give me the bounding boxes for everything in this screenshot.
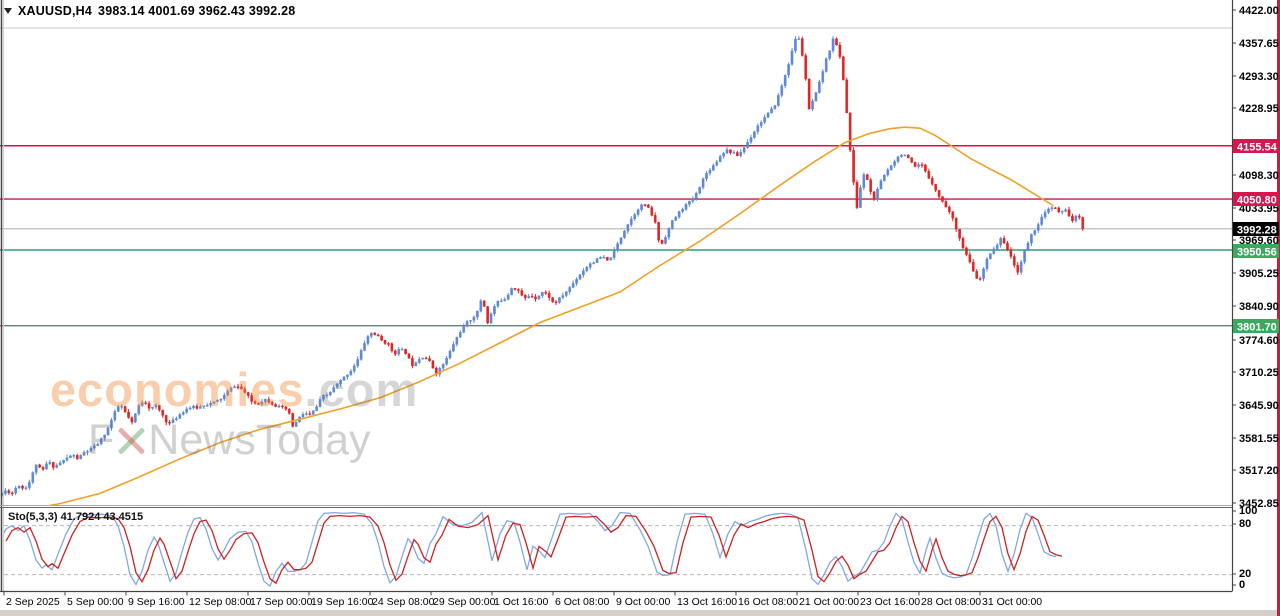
price-line-badge	[1233, 192, 1279, 206]
window-bottom-strip	[0, 610, 1277, 616]
time-axis: 2 Sep 2025 5 Sep 00:00 9 Sep 16:00 12 Sep 0…	[3, 591, 1042, 608]
price-line-badge	[1233, 139, 1279, 153]
price-tick-label: 4228.95	[1239, 103, 1279, 115]
time-tick-label: 24 Sep 08:00	[372, 596, 435, 608]
chart-symbol-timeframe: XAUUSD,H4	[18, 4, 93, 18]
time-tick-label: 17 Sep 00:00	[250, 596, 313, 608]
horizontal-price-lines	[0, 145, 1232, 327]
price-line-badge	[1233, 222, 1279, 236]
time-tick-label: 29 Sep 00:00	[433, 596, 496, 608]
price-tick-label: 3710.25	[1239, 367, 1279, 379]
price-tick-label: 3581.55	[1239, 433, 1279, 445]
price-tick-label: 4098.30	[1239, 170, 1279, 182]
price-badge-label: 3950.56	[1237, 247, 1277, 259]
stochastic-label: Sto(5,3,3) 41.7924 43.4515	[8, 511, 144, 523]
time-tick-label: 23 Oct 16:00	[860, 596, 920, 608]
price-tick-label: 3840.90	[1239, 301, 1279, 313]
time-tick-label: 31 Oct 00:00	[982, 596, 1042, 608]
price-badge-label: 4050.80	[1237, 195, 1277, 207]
time-tick-label: 21 Oct 00:00	[799, 596, 859, 608]
stochastic-scale-label: 20	[1239, 568, 1251, 580]
stochastic-scale-label: 80	[1239, 518, 1251, 530]
price-axis: 4422.004357.654293.304228.954098.304033.…	[1232, 5, 1279, 510]
time-tick-label: 1 Oct 16:00	[494, 596, 548, 608]
candles-group	[0, 35, 1085, 498]
time-tick-label: 19 Sep 16:00	[311, 596, 374, 608]
stochastic-k-line	[3, 511, 1057, 588]
time-tick-label: 16 Oct 08:00	[738, 596, 798, 608]
chart-title: XAUUSD,H4 3983.14 4001.69 3962.43 3992.2…	[4, 4, 295, 18]
time-tick-label: 5 Sep 00:00	[67, 596, 124, 608]
price-line-badge	[1233, 244, 1279, 258]
time-tick-label: 6 Oct 08:00	[555, 596, 609, 608]
price-tick-label: 4357.65	[1239, 38, 1279, 50]
time-tick-label: 2 Sep 2025	[6, 596, 60, 608]
stochastic-d-line	[5, 514, 1063, 585]
price-line-badge	[1233, 319, 1279, 333]
stochastic-scale-label: 100	[1239, 505, 1257, 517]
price-tick-label: 4293.30	[1239, 71, 1279, 83]
price-tick-label: 3645.90	[1239, 400, 1279, 412]
price-tick-label: 3517.20	[1239, 465, 1279, 477]
chart-menu-icon[interactable]	[4, 8, 12, 14]
time-tick-label: 12 Sep 08:00	[189, 596, 252, 608]
stochastic-panel	[3, 511, 1232, 588]
window-edge-strip	[1277, 0, 1280, 616]
price-tick-label: 3905.25	[1239, 268, 1279, 280]
price-badge-label: 3992.28	[1237, 225, 1277, 237]
time-tick-label: 28 Oct 08:00	[921, 596, 981, 608]
moving-average-line	[48, 126, 1054, 505]
price-badge-label: 3801.70	[1237, 322, 1277, 334]
price-tick-label: 3774.60	[1239, 335, 1279, 347]
chart-ohlc-values: 3983.14 4001.69 3962.43 3992.28	[98, 4, 296, 18]
time-tick-label: 13 Oct 16:00	[677, 596, 737, 608]
price-tick-label: 4422.00	[1239, 5, 1279, 17]
time-tick-label: 9 Sep 16:00	[128, 596, 185, 608]
stochastic-scale-label: 0	[1239, 579, 1245, 591]
price-badge-label: 4155.54	[1237, 142, 1278, 154]
time-tick-label: 9 Oct 00:00	[616, 596, 670, 608]
price-tick-label: 3452.85	[1239, 498, 1279, 510]
